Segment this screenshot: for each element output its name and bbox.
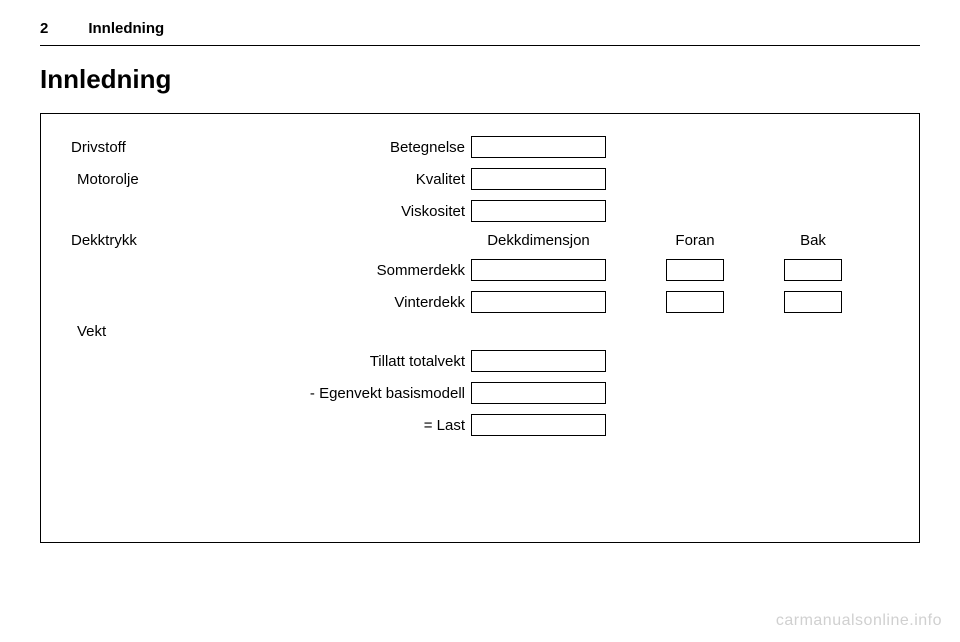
- form-container: Drivstoff Betegnelse Motorolje Kvalitet …: [40, 113, 920, 543]
- row-sommerdekk: Sommerdekk: [71, 259, 889, 281]
- label-kvalitet: Kvalitet: [241, 171, 471, 188]
- header-foran: Foran: [666, 232, 724, 249]
- label-vinterdekk: Vinterdekk: [241, 294, 471, 311]
- label-viskositet: Viskositet: [241, 203, 471, 220]
- input-vinterdekk-dim[interactable]: [471, 291, 606, 313]
- label-drivstoff: Drivstoff: [71, 139, 241, 156]
- row-viskositet: Viskositet: [71, 200, 889, 222]
- input-last[interactable]: [471, 414, 606, 436]
- page-container: 2 Innledning Innledning Drivstoff Betegn…: [0, 0, 960, 543]
- label-vekt: Vekt: [71, 323, 241, 340]
- input-vinterdekk-foran[interactable]: [666, 291, 724, 313]
- row-totalvekt: Tillatt totalvekt: [71, 350, 889, 372]
- label-sommerdekk: Sommerdekk: [241, 262, 471, 279]
- row-drivstoff: Drivstoff Betegnelse: [71, 136, 889, 158]
- label-betegnelse: Betegnelse: [241, 139, 471, 156]
- input-kvalitet[interactable]: [471, 168, 606, 190]
- row-egenvekt: - Egenvekt basismodell: [71, 382, 889, 404]
- input-viskositet[interactable]: [471, 200, 606, 222]
- page-header: 2 Innledning: [40, 20, 920, 37]
- input-sommerdekk-dim[interactable]: [471, 259, 606, 281]
- input-sommerdekk-foran[interactable]: [666, 259, 724, 281]
- row-last: = Last: [71, 414, 889, 436]
- label-totalvekt: Tillatt totalvekt: [241, 353, 471, 370]
- header-bak: Bak: [784, 232, 842, 249]
- header-divider: [40, 45, 920, 46]
- page-number: 2: [40, 20, 48, 37]
- watermark-text: carmanualsonline.info: [776, 612, 942, 630]
- label-egenvekt: - Egenvekt basismodell: [241, 385, 471, 402]
- row-vekt: Vekt: [71, 323, 889, 340]
- page-title: Innledning: [40, 64, 920, 95]
- input-totalvekt[interactable]: [471, 350, 606, 372]
- row-dekktrykk-header: Dekktrykk Dekkdimensjon Foran Bak: [71, 232, 889, 249]
- breadcrumb: Innledning: [88, 20, 164, 37]
- header-dekkdimensjon: Dekkdimensjon: [471, 232, 606, 249]
- input-betegnelse[interactable]: [471, 136, 606, 158]
- row-motorolje: Motorolje Kvalitet: [71, 168, 889, 190]
- label-dekktrykk: Dekktrykk: [71, 232, 241, 249]
- row-vinterdekk: Vinterdekk: [71, 291, 889, 313]
- label-motorolje: Motorolje: [71, 171, 241, 188]
- input-sommerdekk-bak[interactable]: [784, 259, 842, 281]
- input-egenvekt[interactable]: [471, 382, 606, 404]
- input-vinterdekk-bak[interactable]: [784, 291, 842, 313]
- label-last: = Last: [241, 417, 471, 434]
